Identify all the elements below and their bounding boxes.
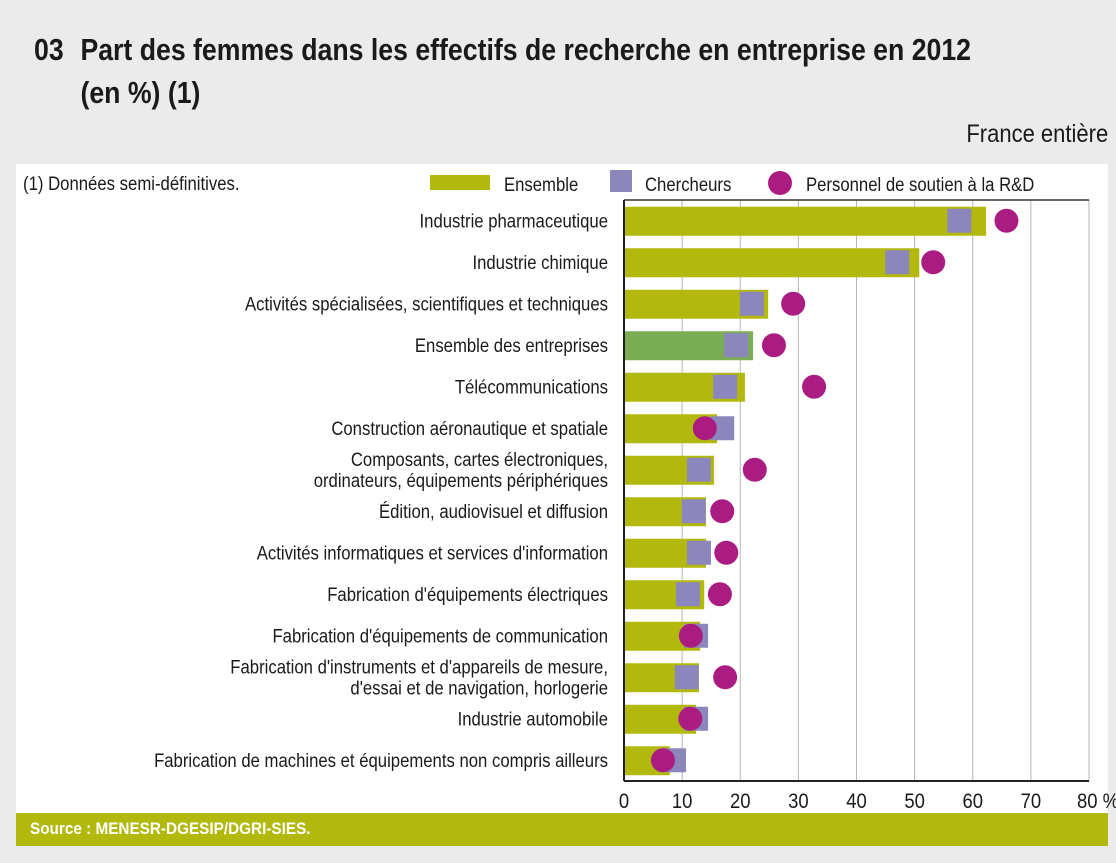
footnote: (1) Données semi-définitives. bbox=[23, 174, 240, 195]
bars-ensemble bbox=[624, 206, 987, 776]
marker-soutien bbox=[678, 623, 703, 648]
legend-label-ensemble: Ensemble bbox=[504, 174, 578, 195]
marker-chercheurs bbox=[713, 374, 738, 399]
x-tick-label: 20 bbox=[730, 790, 751, 813]
category-label: Fabrication d'instruments et d'appareils… bbox=[230, 657, 608, 678]
marker-chercheurs bbox=[686, 457, 711, 482]
marker-soutien bbox=[994, 208, 1019, 233]
x-tick-label: 50 bbox=[904, 790, 925, 813]
category-label: Édition, audiovisuel et diffusion bbox=[379, 501, 608, 522]
category-label: Industrie automobile bbox=[458, 709, 608, 730]
marker-soutien bbox=[713, 665, 738, 690]
source-bar: Source : MENESR-DGESIP/DGRI-SIES. bbox=[16, 813, 1108, 846]
marker-chercheurs bbox=[675, 582, 700, 607]
marker-soutien bbox=[678, 706, 703, 731]
x-tick-label: 30 bbox=[788, 790, 809, 813]
chart-title: 03 Part des femmes dans les effectifs de … bbox=[34, 28, 971, 114]
title-line-2: (en %) (1) bbox=[80, 75, 201, 110]
marker-chercheurs bbox=[681, 499, 706, 524]
axes bbox=[623, 199, 1089, 782]
legend-swatch-chercheurs bbox=[610, 170, 632, 192]
legend-label-chercheurs: Chercheurs bbox=[645, 174, 731, 195]
marker-soutien bbox=[707, 582, 732, 607]
marker-soutien bbox=[802, 374, 827, 399]
x-tick-label: 70 bbox=[1021, 790, 1042, 813]
bar-ensemble bbox=[624, 248, 920, 278]
title-line-1: Part des femmes dans les effectifs de re… bbox=[80, 32, 972, 67]
marker-soutien bbox=[714, 540, 739, 565]
x-tick-label: 40 bbox=[846, 790, 867, 813]
gridlines bbox=[681, 200, 1090, 781]
x-tick-label: 60 bbox=[962, 790, 983, 813]
legend: Ensemble Chercheurs Personnel de soutien… bbox=[430, 170, 1034, 195]
chart-panel bbox=[16, 164, 1108, 846]
category-label: ordinateurs, équipements périphériques bbox=[314, 470, 608, 491]
marker-chercheurs bbox=[947, 208, 972, 233]
x-tick-labels: 0 10 20 30 40 50 60 70 80 % bbox=[619, 790, 1116, 813]
legend-label-soutien: Personnel de soutien à la R&D bbox=[806, 174, 1034, 195]
x-tick-label: 80 % bbox=[1077, 790, 1116, 813]
category-label: d'essai et de navigation, horlogerie bbox=[350, 678, 608, 699]
category-label: Fabrication d'équipements de communicati… bbox=[272, 626, 608, 647]
source-text: Source : MENESR-DGESIP/DGRI-SIES. bbox=[30, 819, 311, 838]
figure-number: 03 bbox=[34, 32, 64, 67]
marker-soutien bbox=[710, 499, 735, 524]
marker-chercheurs bbox=[724, 333, 749, 358]
category-label: Industrie pharmaceutique bbox=[420, 211, 609, 232]
region-label: France entière bbox=[966, 120, 1108, 148]
category-label: Activités informatiques et services d'in… bbox=[257, 543, 608, 564]
marker-soutien bbox=[692, 416, 717, 441]
bar-ensemble bbox=[624, 206, 987, 236]
x-tick-label: 10 bbox=[672, 790, 693, 813]
category-label: Composants, cartes électroniques, bbox=[351, 449, 608, 470]
category-label: Télécommunications bbox=[455, 377, 608, 398]
category-label: Fabrication de machines et équipements n… bbox=[154, 750, 608, 771]
marker-soutien bbox=[921, 250, 946, 275]
category-labels: Industrie pharmaceutique Industrie chimiq… bbox=[154, 211, 608, 772]
category-label: Construction aéronautique et spatiale bbox=[331, 418, 608, 439]
marker-soutien bbox=[650, 748, 675, 773]
category-label: Fabrication d'équipements électriques bbox=[327, 584, 608, 605]
markers-soutien bbox=[650, 208, 1019, 773]
marker-chercheurs bbox=[674, 665, 699, 690]
x-tick-label: 0 bbox=[619, 790, 629, 813]
category-label: Ensemble des entreprises bbox=[415, 335, 608, 356]
marker-chercheurs bbox=[686, 540, 711, 565]
legend-swatch-soutien bbox=[768, 171, 792, 195]
marker-soutien bbox=[742, 457, 767, 482]
category-label: Activités spécialisées, scientifiques et… bbox=[245, 294, 608, 315]
marker-soutien bbox=[761, 333, 786, 358]
legend-swatch-ensemble bbox=[430, 175, 490, 190]
marker-chercheurs bbox=[885, 250, 910, 275]
marker-soutien bbox=[781, 291, 806, 316]
category-label: Industrie chimique bbox=[472, 252, 608, 273]
marker-chercheurs bbox=[739, 291, 764, 316]
